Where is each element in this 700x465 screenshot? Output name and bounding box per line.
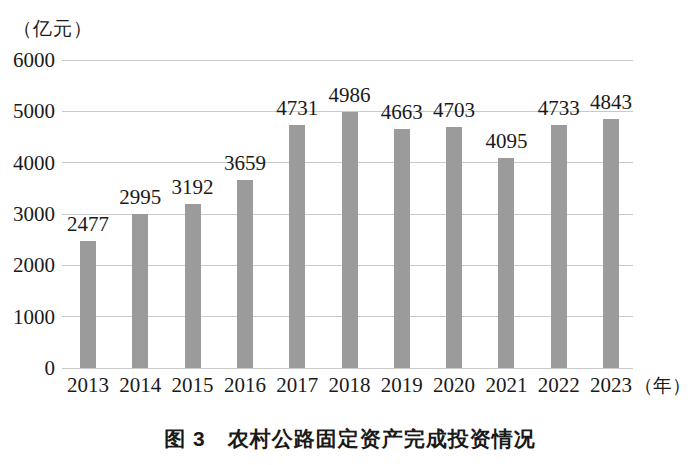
bar-value-label: 4095 [464, 130, 548, 152]
bar-2020 [446, 127, 462, 368]
bar-chart-rural-highway-investment: （亿元） 24772995319236594731498646634703409… [0, 0, 700, 465]
chart-caption: 图 3 农村公路固定资产完成投资情况 [0, 425, 700, 453]
gridline [62, 60, 633, 61]
y-tick-label: 0 [0, 357, 55, 379]
y-tick-label: 4000 [0, 152, 55, 174]
bar-2018 [342, 112, 358, 368]
bar-value-label: 3659 [203, 152, 287, 174]
bar-2021 [498, 158, 514, 368]
y-tick-label: 1000 [0, 306, 55, 328]
bar-2013 [80, 241, 96, 368]
bar-value-label: 3192 [151, 176, 235, 198]
bar-2017 [289, 125, 305, 368]
y-tick-label: 5000 [0, 100, 55, 122]
bar-2019 [394, 129, 410, 368]
plot-area: 2477299531923659473149864663470340954733… [62, 60, 633, 368]
bar-value-label: 4843 [569, 91, 653, 113]
bar-2015 [185, 204, 201, 368]
y-tick-label: 2000 [0, 254, 55, 276]
bar-2014 [132, 214, 148, 368]
bar-2022 [551, 125, 567, 368]
y-tick-label: 3000 [0, 203, 55, 225]
y-axis-unit-label: （亿元） [13, 16, 93, 42]
y-tick-label: 6000 [0, 49, 55, 71]
bar-2023 [603, 119, 619, 368]
bar-2016 [237, 180, 253, 368]
bar-value-label: 4703 [412, 99, 496, 121]
x-tick-label: 2023 [579, 373, 643, 397]
bar-value-label: 2477 [46, 213, 130, 235]
